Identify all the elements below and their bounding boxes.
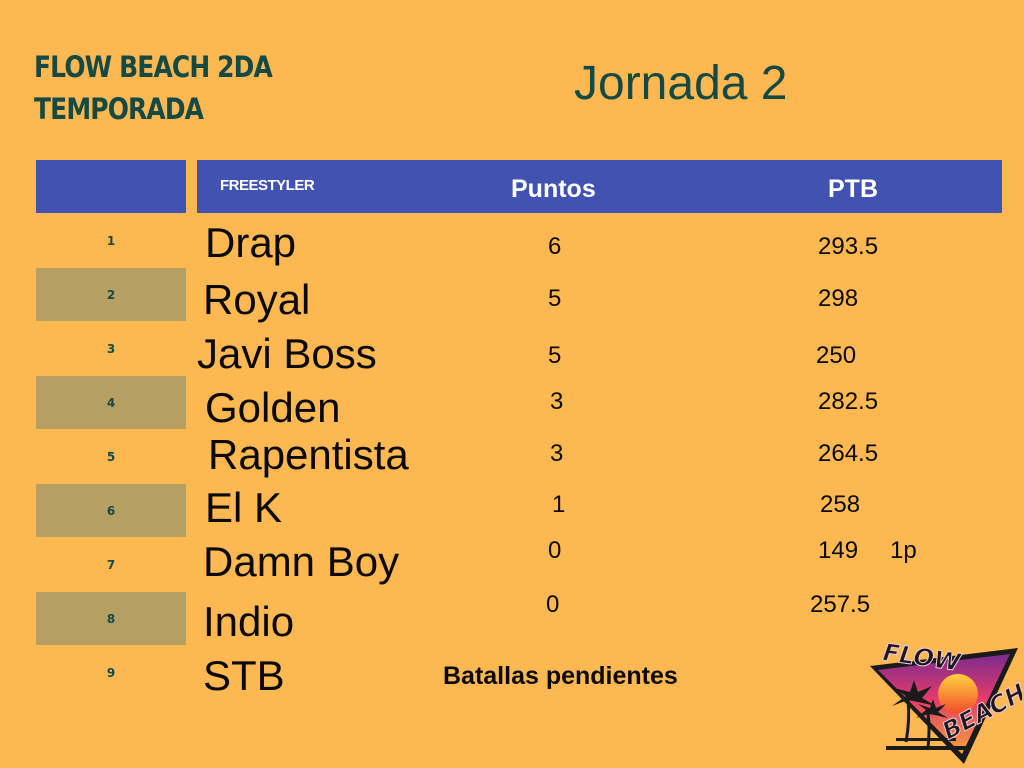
league-title-line1: FLOW BEACH 2DA <box>34 50 273 84</box>
table-header-bar <box>197 160 1002 213</box>
rank-cell: 1 <box>106 233 116 248</box>
flow-beach-logo: FLOW BEACH <box>870 638 1022 764</box>
rank-cell: 8 <box>36 592 186 645</box>
points-value: 0 <box>546 591 560 618</box>
header-points: Puntos <box>511 175 596 203</box>
pending-battles-label: Batallas pendientes <box>443 662 678 690</box>
freestyler-name: El K <box>205 484 283 531</box>
ptb-value: 282.5 <box>818 388 879 415</box>
ptb-value: 258 <box>820 491 861 518</box>
league-title-line2: TEMPORADA <box>34 92 204 126</box>
header-ptb: PTB <box>828 175 878 203</box>
freestyler-name: Damn Boy <box>203 538 400 585</box>
rank-cell: 2 <box>36 268 186 321</box>
ptb-value: 298 <box>818 285 859 312</box>
rank-cell: 6 <box>36 484 186 537</box>
league-title: FLOW BEACH 2DA TEMPORADA <box>34 46 273 130</box>
points-value: 1 <box>552 491 566 518</box>
ptb-value: 293.5 <box>818 233 879 260</box>
points-value: 0 <box>548 537 562 564</box>
header-freestyler: FREESTYLER <box>220 177 315 194</box>
points-value: 3 <box>550 440 564 467</box>
ptb-value: 149 <box>818 537 859 564</box>
points-value: 5 <box>548 285 562 312</box>
freestyler-name: Drap <box>205 219 297 266</box>
ptb-value: 257.5 <box>810 591 871 618</box>
points-value: 5 <box>548 342 562 369</box>
ptb-value: 250 <box>816 342 857 369</box>
rank-header-cell <box>36 160 186 213</box>
points-value: 6 <box>548 233 562 260</box>
rank-cell: 3 <box>106 341 116 356</box>
freestyler-name: STB <box>203 652 285 699</box>
freestyler-name: Royal <box>203 276 311 323</box>
rank-cell: 5 <box>106 449 116 464</box>
freestyler-name: Javi Boss <box>197 330 377 377</box>
freestyler-name: Indio <box>203 598 295 645</box>
freestyler-name: Rapentista <box>208 431 409 478</box>
ptb-value: 264.5 <box>818 440 879 467</box>
rank-cell: 7 <box>106 557 116 572</box>
rank-cell: 4 <box>36 376 186 429</box>
points-value: 3 <box>550 388 564 415</box>
round-title: Jornada 2 <box>574 57 788 110</box>
ptb-note: 1p <box>890 537 917 564</box>
freestyler-name: Golden <box>205 384 341 431</box>
rank-cell: 9 <box>106 665 116 680</box>
